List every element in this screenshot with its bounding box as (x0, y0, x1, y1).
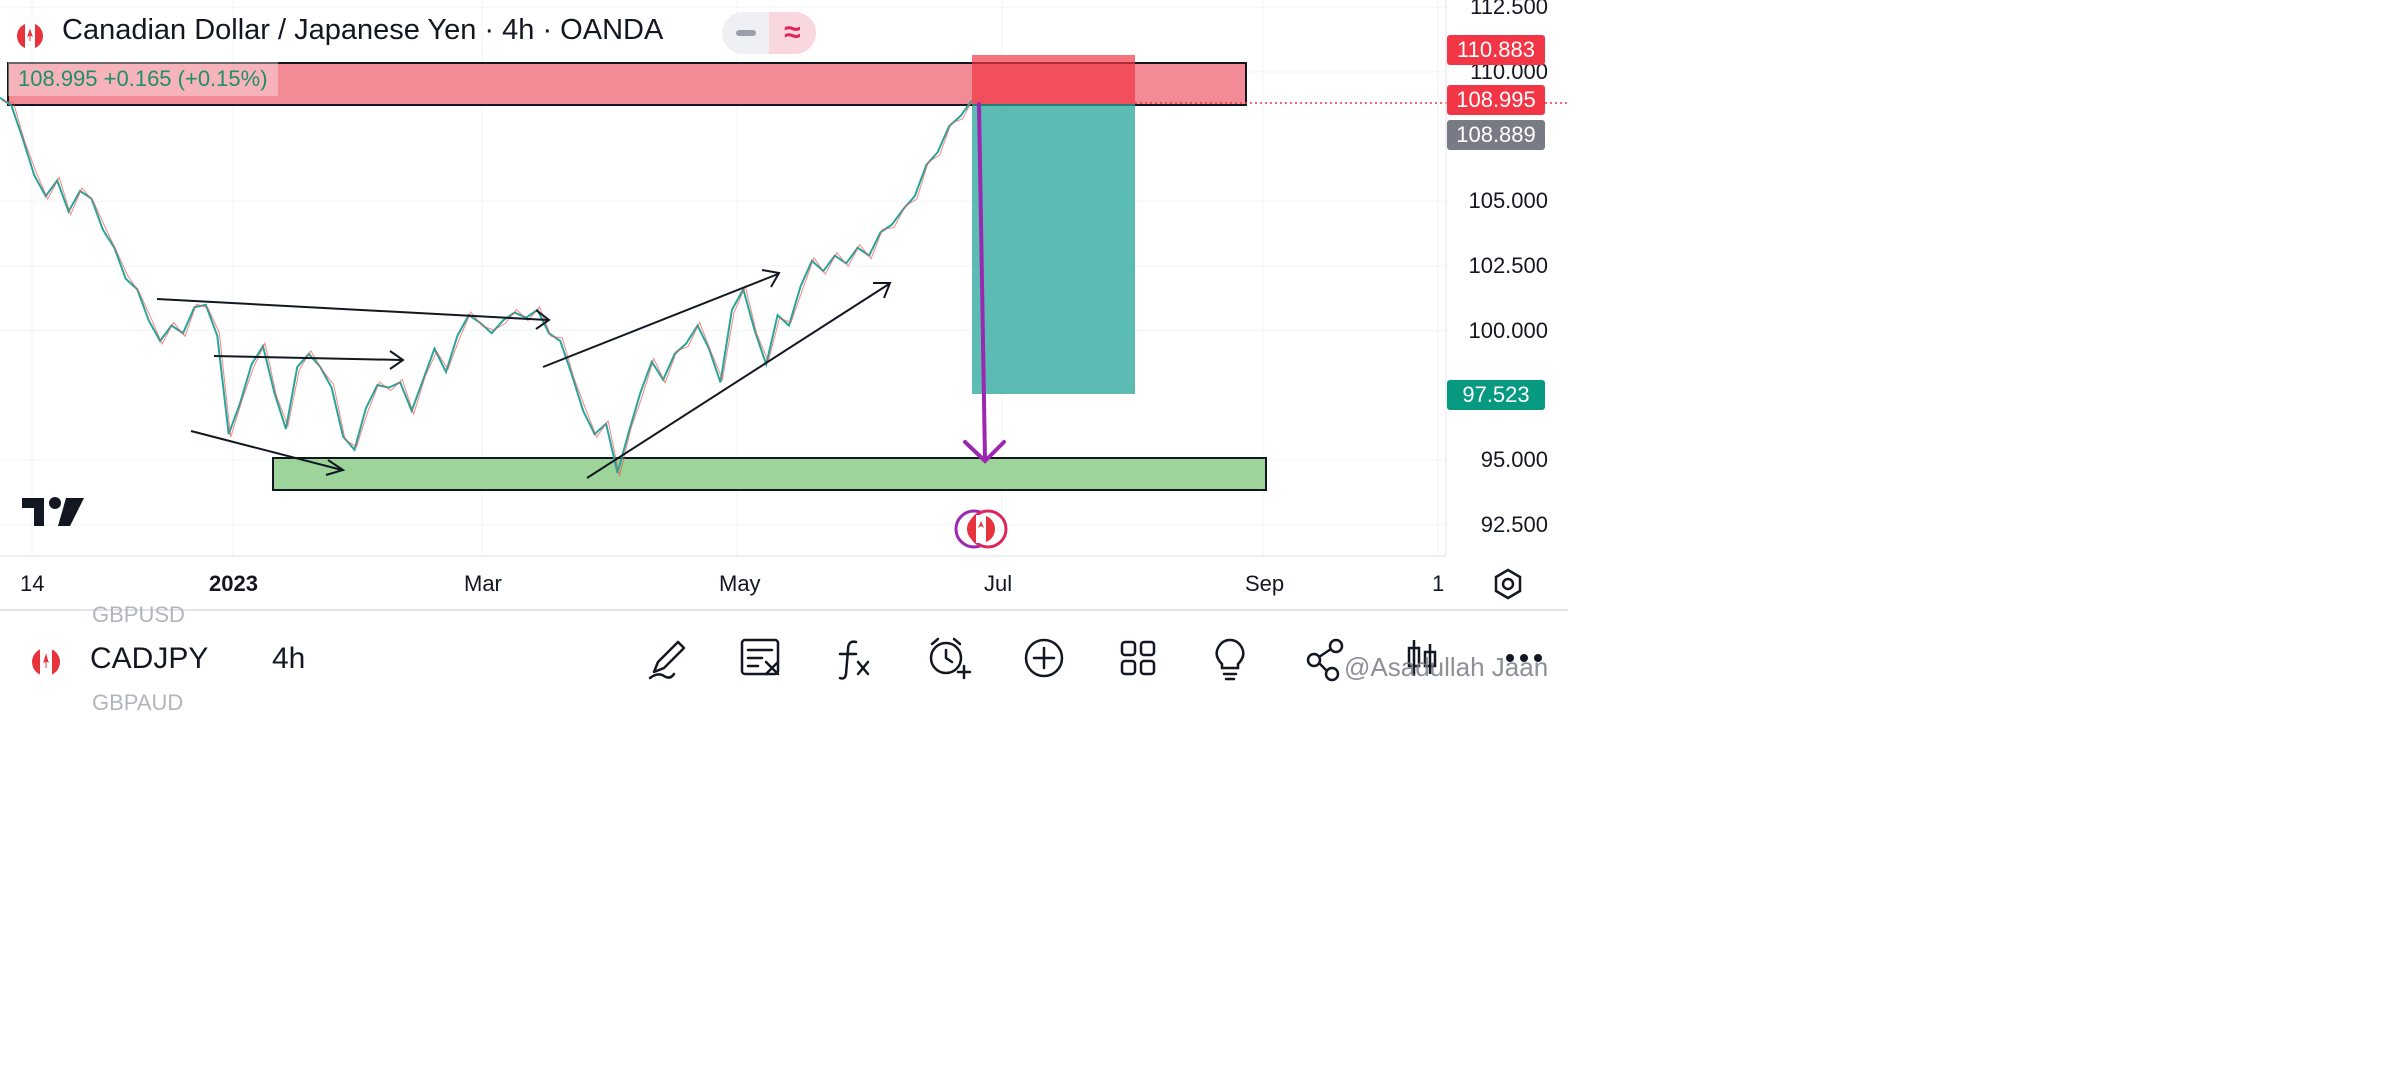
time-tick-label: May (719, 571, 761, 596)
trend-line-2 (213, 355, 403, 361)
time-tick-label: Mar (464, 571, 502, 596)
trend-line-3 (190, 430, 343, 471)
share-icon[interactable] (1302, 634, 1350, 682)
function-icon[interactable] (830, 634, 878, 682)
price-tick-label: 105.000 (1468, 188, 1548, 214)
time-tick-label: 14 (20, 571, 45, 596)
idea-bulb-icon[interactable] (1206, 634, 1254, 682)
price-tick-label: 112.500 (1470, 0, 1548, 20)
symbol-title[interactable]: Canadian Dollar / Japanese Yen · 4h · OA… (62, 14, 664, 46)
interval-selector[interactable]: 4h (272, 642, 306, 675)
price-chart[interactable] (0, 0, 1568, 610)
price-tag-target: 97.523 (1447, 379, 1545, 410)
drawing-pen-icon[interactable] (644, 634, 692, 682)
trend-lines[interactable] (156, 269, 892, 479)
projection-arrow[interactable] (963, 102, 1006, 464)
canada-flag-icon (17, 23, 43, 49)
bottom-divider (0, 609, 1568, 611)
trend-line-1-arrow (535, 309, 551, 330)
gear-icon[interactable] (1492, 568, 1524, 600)
price-tag-last: 108.995 (1447, 84, 1545, 115)
price-series-line (0, 96, 973, 474)
next-symbol[interactable]: GBPAUD (92, 690, 184, 715)
trend-line-5 (586, 283, 890, 479)
previous-symbol[interactable]: GBPUSD (92, 602, 185, 627)
trend-line-4-arrow (761, 269, 781, 288)
position-stop-area[interactable] (972, 55, 1135, 104)
wave-icon[interactable]: ≈ (769, 12, 816, 54)
trend-line-5-arrow (873, 282, 892, 299)
alert-clock-icon[interactable] (924, 634, 972, 682)
time-tick-label: Sep (1245, 571, 1285, 596)
support-zone[interactable] (272, 457, 1267, 491)
time-tick-label: 2023 (209, 571, 258, 596)
price-tag-bid: 108.889 (1447, 119, 1545, 150)
trend-line-4 (542, 273, 779, 368)
event-flag-icon[interactable] (954, 509, 1008, 549)
grid-icon[interactable] (1114, 634, 1162, 682)
candles-icon[interactable] (1398, 634, 1446, 682)
more-icon[interactable] (1500, 634, 1548, 682)
trend-line-2-arrow (389, 350, 405, 370)
price-tick-label: 92.500 (1480, 511, 1548, 537)
time-tick-label: 1 (1432, 571, 1445, 596)
price-tick-label: 102.500 (1468, 252, 1548, 278)
current-symbol[interactable]: CADJPY (90, 642, 209, 675)
price-tick-label: 100.000 (1468, 317, 1548, 343)
chart-type-toggle[interactable]: ≈ (722, 12, 816, 54)
minus-icon[interactable] (722, 12, 769, 54)
position-target-area[interactable] (972, 104, 1135, 394)
tradingview-logo-icon (22, 497, 84, 526)
price-series-shadow (1, 97, 975, 477)
price-change-readout: 108.995 +0.165 (+0.15%) (8, 62, 278, 96)
price-tag-stop: 110.883 (1447, 35, 1545, 66)
list-remove-icon[interactable] (736, 634, 784, 682)
trend-line-3-arrow (325, 459, 346, 476)
author-watermark: @Asadullah Jaan (1344, 652, 1549, 682)
time-tick-label: Jul (984, 571, 1013, 596)
price-tick-label: 95.000 (1480, 447, 1548, 473)
trend-line-1 (156, 298, 549, 321)
plus-circle-icon[interactable] (1020, 634, 1068, 682)
chart-area[interactable]: Canadian Dollar / Japanese Yen · 4h · OA… (0, 0, 1568, 610)
canada-flag-icon (32, 648, 60, 676)
